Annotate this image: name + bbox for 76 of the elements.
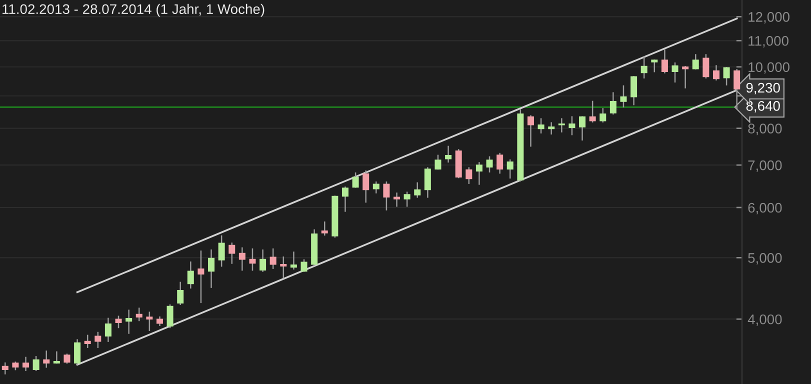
- candlestick: [321, 221, 328, 236]
- candlestick: [548, 122, 555, 134]
- ref-line-label: 8,640: [746, 101, 780, 112]
- y-tick-label: 7,000: [748, 160, 782, 172]
- candlestick: [404, 192, 410, 207]
- candlestick: [682, 66, 689, 88]
- candlestick: [136, 308, 142, 322]
- candlestick: [177, 282, 184, 305]
- candlestick: [445, 146, 452, 163]
- candlestick: [208, 249, 215, 288]
- candlestick: [280, 256, 287, 278]
- candlestick: [600, 108, 606, 122]
- y-tick-label: 8,000: [748, 124, 782, 136]
- candlestick: [126, 310, 132, 334]
- candlestick: [260, 249, 266, 272]
- candlestick: [538, 118, 544, 134]
- candlestick: [640, 56, 648, 78]
- candlestick: [290, 252, 297, 270]
- candlestick: [486, 156, 493, 172]
- candlestick: [342, 186, 348, 212]
- candlestick: [383, 181, 390, 210]
- candlestick: [352, 172, 359, 188]
- candlestick: [2, 362, 8, 374]
- y-tick-label: 12,000: [748, 12, 790, 24]
- candlestick: [568, 116, 576, 136]
- candlestick: [104, 318, 112, 342]
- y-tick-label: 4,000: [748, 314, 782, 326]
- candlestick: [94, 332, 102, 348]
- candlestick: [53, 351, 60, 364]
- text: 9,230: [746, 82, 780, 94]
- candlestick: [32, 356, 40, 372]
- candlestick: [300, 259, 308, 272]
- candlestick: [166, 304, 174, 328]
- candlestick: [651, 59, 658, 72]
- candlestick: [270, 248, 276, 269]
- candlestick: [424, 167, 431, 198]
- candlestick: [476, 162, 482, 185]
- candlestick: [434, 154, 442, 170]
- candlestick: [218, 235, 225, 267]
- candlestick: [734, 69, 740, 110]
- candlestick: [558, 118, 565, 132]
- candlestick: [466, 167, 472, 184]
- candlestick: [506, 159, 514, 179]
- candlestick: [610, 92, 616, 115]
- candlestick: [238, 247, 246, 271]
- candlestick: [22, 356, 30, 372]
- candlestick: [228, 242, 236, 264]
- candlestick: [414, 182, 421, 198]
- y-tick-label: 11,000: [748, 36, 788, 48]
- y-tick-label: 10,000: [748, 62, 790, 74]
- candlestick: [146, 312, 153, 331]
- candlestick: [249, 248, 256, 271]
- candlestick: [672, 62, 678, 82]
- candlestick: [372, 181, 380, 194]
- chart-title: 11.02.2013 - 28.07.2014 (1 Jahr, 1 Woche): [2, 4, 264, 17]
- candlestick: [723, 67, 730, 86]
- candlestick: [187, 262, 194, 289]
- candlestick: [630, 76, 638, 106]
- candlestick: [589, 100, 596, 122]
- candlestick: [527, 115, 534, 147]
- candlestick: [43, 350, 50, 368]
- candlestick: [692, 54, 699, 70]
- candlestick: [702, 54, 710, 78]
- y-tick-label: 6,000: [748, 202, 782, 214]
- candlestick: [84, 334, 91, 348]
- candlestick: [115, 316, 122, 328]
- candlestick: [579, 116, 586, 141]
- candlestick: [74, 339, 81, 364]
- candlestick: [198, 250, 204, 304]
- candlestick: [496, 152, 504, 174]
- candlestick: [712, 65, 720, 80]
- candlestick: [620, 85, 627, 108]
- candlestick: [362, 170, 370, 203]
- candlestick: [394, 192, 400, 207]
- candlestick: [661, 49, 668, 74]
- y-tick-label: 5,000: [748, 253, 782, 264]
